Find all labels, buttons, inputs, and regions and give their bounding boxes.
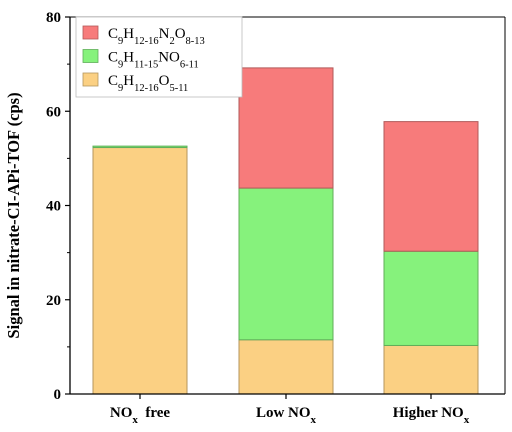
legend-label-3: C9H12-16O5-11 xyxy=(108,73,188,94)
y-tick-label-40: 40 xyxy=(46,199,61,215)
y-tick-label-60: 60 xyxy=(46,104,61,120)
y-tick-label-0: 0 xyxy=(54,387,62,403)
y-tick-label-80: 80 xyxy=(46,10,61,26)
bar-segment-3-3 xyxy=(383,121,479,252)
y-tick-label-20: 20 xyxy=(46,293,61,309)
bar-segment-1-1 xyxy=(92,147,188,395)
x-tick-label-3: Higher NOx xyxy=(393,405,470,426)
bar-segment-2-2 xyxy=(238,187,334,341)
legend: C9H12-16N2O8-13 C9H11-15NO6-11C9H12-16O5-… xyxy=(75,16,243,98)
legend-box xyxy=(75,16,243,98)
bar-segment-3-2 xyxy=(238,67,334,189)
x-tick-label-2: Low NOx xyxy=(256,405,317,426)
legend-label-2: C9H11-15NO6-11 xyxy=(108,50,199,71)
bar-segment-2-3 xyxy=(383,250,479,346)
legend-label-1: C9H12-16N2O8-13 xyxy=(108,26,205,47)
bar-segment-1-3 xyxy=(383,344,479,395)
bar-segment-2-1 xyxy=(92,145,188,149)
x-tick-label-1: NOx free xyxy=(110,405,171,426)
bars-layer xyxy=(92,67,479,395)
legend-swatch-2 xyxy=(82,49,99,63)
bar-segment-1-2 xyxy=(238,339,334,395)
axes-layer: 0 20 40 60 80 NOx free Low NOx Higher NOx Signal… xyxy=(4,10,506,426)
legend-swatch-3 xyxy=(82,72,99,87)
y-axis-title: Signal in nitrate-CI-APi-TOF (cps) xyxy=(4,92,23,338)
legend-swatch-1 xyxy=(82,25,99,40)
